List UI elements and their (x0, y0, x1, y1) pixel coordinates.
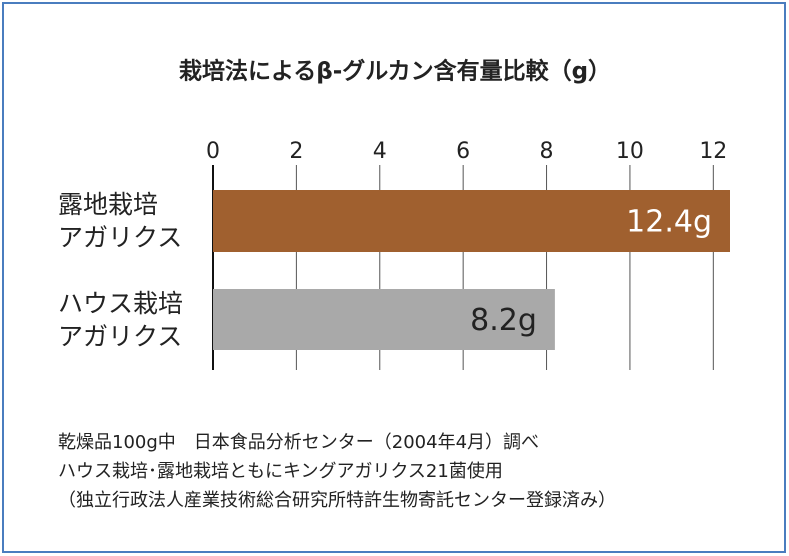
category-label: ハウス栽培 アガリクス (58, 288, 184, 351)
x-tick-label: 4 (373, 139, 387, 164)
category-label: 露地栽培 アガリクス (58, 190, 183, 252)
x-tick-label: 2 (289, 139, 303, 164)
x-tick-label: 0 (206, 139, 220, 164)
footnote: ハウス栽培･露地栽培ともにキングアガリクス21菌使用 (58, 461, 503, 482)
x-tick-label: 12 (699, 139, 727, 164)
x-tick-label: 6 (456, 139, 470, 164)
chart-title: 栽培法によるβ-グルカン含有量比較（g） (179, 58, 611, 85)
value-label: 8.2g (470, 303, 537, 338)
x-tick-label: 8 (540, 139, 554, 164)
footnote: 乾燥品100g中 日本食品分析センター（2004年4月）調べ (58, 432, 540, 453)
value-label: 12.4g (626, 205, 712, 240)
footnote: （独立行政法人産業技術総合研究所特許生物寄託センター登録済み） (58, 490, 616, 511)
x-tick-label: 10 (616, 139, 644, 164)
bar (213, 190, 730, 252)
bar (213, 289, 555, 350)
